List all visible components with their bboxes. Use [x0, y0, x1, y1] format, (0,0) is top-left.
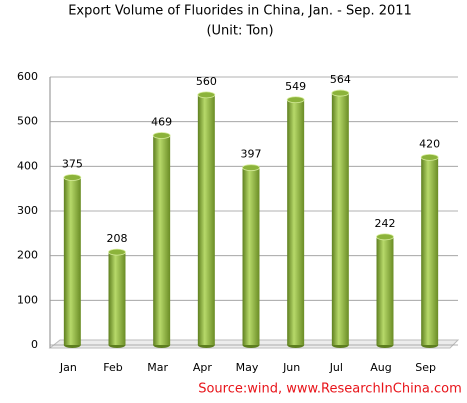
bar-top: [242, 164, 260, 172]
x-tick-label: Sep: [415, 361, 436, 374]
x-tick-label: Aug: [370, 361, 391, 374]
data-label: 469: [151, 116, 172, 129]
bar-top: [63, 174, 82, 181]
bar-top: [108, 248, 126, 256]
bar-top: [376, 233, 394, 241]
bar: [63, 177, 81, 345]
y-tick-label: 100: [17, 293, 38, 306]
bar-top: [197, 91, 216, 99]
x-tick-label: Mar: [147, 361, 168, 374]
chart-subtitle: (Unit: Ton): [206, 24, 273, 39]
x-tick-label: Feb: [103, 361, 122, 374]
data-label: 564: [330, 73, 351, 86]
bar: [108, 252, 126, 345]
x-tick-label: Jan: [59, 361, 77, 374]
y-tick-label: 200: [17, 249, 38, 262]
bar-top: [152, 132, 171, 139]
x-tick-label: Jun: [282, 361, 300, 374]
chart-title: Export Volume of Fluorides in China, Jan…: [68, 4, 412, 19]
bar: [287, 99, 305, 345]
y-tick-label: 400: [17, 159, 38, 172]
bar-top: [331, 89, 350, 97]
data-label: 375: [62, 158, 83, 171]
data-label: 208: [107, 232, 128, 245]
bar: [197, 94, 215, 345]
bar-top: [420, 153, 439, 161]
y-tick-label: 500: [17, 115, 38, 128]
y-tick-label: 300: [17, 204, 38, 217]
bar-top: [286, 96, 305, 104]
x-tick-label: Jul: [329, 361, 343, 374]
bar: [242, 167, 260, 345]
x-tick-label: Apr: [193, 361, 213, 374]
data-label: 549: [285, 80, 306, 93]
data-label: 397: [241, 148, 262, 161]
data-label: 242: [375, 217, 396, 230]
x-tick-label: May: [236, 361, 259, 374]
bar: [376, 236, 394, 345]
y-tick-label: 0: [31, 338, 38, 351]
bar: [153, 135, 171, 345]
bar: [421, 157, 439, 345]
data-label: 420: [419, 137, 440, 150]
bar: [331, 93, 349, 345]
y-tick-label: 600: [17, 70, 38, 83]
source-note: Source:wind, www.ResearchInChina.com: [198, 382, 462, 397]
data-label: 560: [196, 75, 217, 88]
